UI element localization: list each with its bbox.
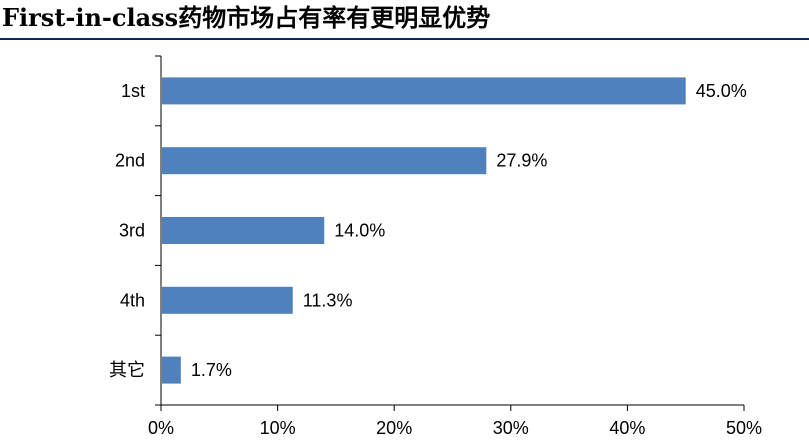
x-tick-labels: 0% 10% 20% 30% 40% 50%: [148, 418, 762, 438]
bar: [162, 77, 686, 105]
data-label: 1.7%: [191, 360, 232, 380]
bar: [162, 356, 181, 384]
chart-title: First-in-class药物市场占有率有更明显优势: [2, 3, 491, 32]
title-divider: [0, 38, 809, 40]
x-tick-label: 30%: [493, 418, 529, 438]
data-label: 14.0%: [334, 221, 385, 241]
y-tick-labels: 1st 2nd 3rd 4th 其它: [109, 81, 145, 380]
y-tick-label: 1st: [121, 81, 145, 101]
x-tick-label: 40%: [609, 418, 645, 438]
data-label: 11.3%: [303, 290, 353, 310]
x-tick-label: 10%: [260, 418, 296, 438]
y-tick-label: 3rd: [119, 221, 145, 241]
x-tick-label: 0%: [148, 418, 174, 438]
y-tick-label: 2nd: [115, 151, 145, 171]
y-tick-label: 4th: [120, 290, 145, 310]
y-tick-label: 其它: [109, 360, 145, 380]
chart-axes: [155, 55, 745, 411]
x-tick-label: 50%: [726, 418, 762, 438]
data-label: 27.9%: [496, 151, 547, 171]
bar: [162, 217, 325, 244]
chart-bars: [162, 77, 686, 384]
x-tick-label: 20%: [376, 418, 412, 438]
data-label: 45.0%: [696, 81, 747, 101]
data-labels: 45.0% 27.9% 14.0% 11.3% 1.7%: [191, 81, 747, 380]
bar: [162, 147, 487, 175]
bar: [162, 286, 293, 314]
